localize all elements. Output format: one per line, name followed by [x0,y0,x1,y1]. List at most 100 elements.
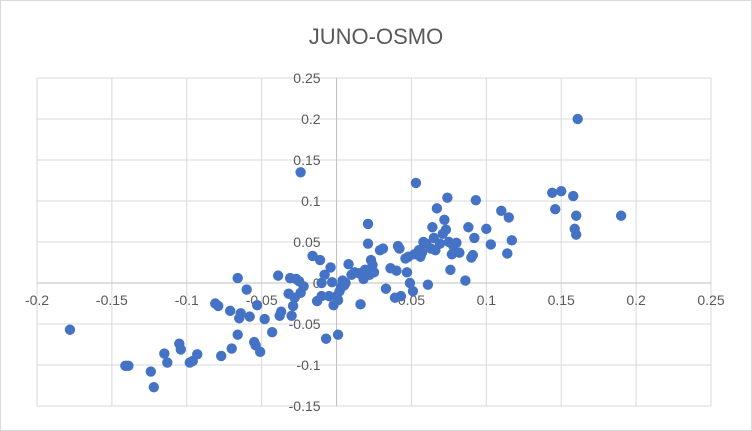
data-point [325,262,336,273]
data-point [568,190,579,202]
data-point [440,224,452,235]
y-tick-label: 0.25 [293,70,320,86]
data-point [340,277,351,289]
data-point [241,284,252,295]
data-point [343,258,354,270]
data-point [287,300,299,312]
data-point [503,212,514,223]
data-point [320,333,332,344]
data-point [556,185,567,197]
data-point [481,223,492,235]
x-tick-label: -0.1 [175,292,199,308]
data-point [439,214,450,226]
data-point [162,357,173,368]
data-point [232,329,243,340]
data-point [427,222,438,233]
data-point [380,283,392,294]
data-point [355,299,366,310]
data-point [316,290,327,302]
gridlines [36,77,712,407]
data-point [362,238,374,249]
data-point [502,248,513,259]
axes [37,78,711,406]
data-point [159,348,170,359]
data-point [451,237,462,249]
data-point [571,229,582,240]
data-point [442,192,453,203]
y-tick-label: -0.15 [289,398,321,414]
data-point [326,276,338,288]
data-point [407,286,419,297]
data-point [572,113,583,125]
data-point [244,311,255,322]
data-point [615,210,627,221]
data-point [377,243,389,254]
data-point [175,344,186,355]
data-point [404,277,416,289]
y-tick-label: -0.1 [296,357,320,373]
data-point [416,247,428,258]
y-tick-label: 0.15 [293,152,320,168]
data-point [550,204,561,215]
data-point [216,350,227,362]
data-point [469,232,480,244]
x-tick-label: -0.15 [96,292,128,308]
x-tick-label: 0.2 [626,292,646,308]
y-tick-label: 0.1 [301,193,321,209]
data-point [226,343,237,354]
data-point [148,381,160,393]
data-point [295,167,306,178]
data-point [434,238,446,249]
data-point [431,203,443,214]
data-point [314,254,326,266]
y-tick-label: -0.05 [289,316,321,332]
data-point [235,308,246,319]
data-point [460,275,471,286]
data-point [259,313,270,325]
data-point [401,267,413,278]
data-point [470,194,482,206]
data-point [192,349,203,360]
data-point [123,360,134,372]
y-tick-label: 0.05 [293,234,320,250]
data-point [213,300,224,312]
data-point [410,177,422,189]
data-point [391,265,402,276]
data-point [332,329,344,340]
x-tick-label: -0.2 [25,292,49,308]
data-point [232,272,243,284]
data-point [251,299,263,311]
data-point [272,270,284,281]
data-point [323,290,335,302]
chart-title: JUNO-OSMO [309,24,443,49]
data-point [319,269,330,280]
data-point [422,279,434,290]
y-tick-label: 0.2 [301,111,321,127]
data-point [316,277,327,289]
data-point [286,310,297,321]
data-point [298,281,309,292]
data-points [64,113,627,393]
data-point [467,249,479,261]
data-point [362,218,374,230]
data-point [225,305,236,317]
data-point [145,366,157,377]
x-tick-label: 0.1 [477,292,497,308]
data-point [266,327,278,338]
data-point [496,205,507,217]
data-point [485,239,497,250]
data-point [254,346,266,358]
data-point [332,295,344,306]
data-point [395,290,407,302]
data-point [463,222,474,233]
data-point [275,306,287,317]
data-point [547,187,558,198]
x-tick-label: 0.15 [548,292,575,308]
data-point [394,243,405,254]
data-point [445,264,456,276]
data-point [64,324,76,335]
data-point [506,235,517,246]
data-point [368,267,380,278]
